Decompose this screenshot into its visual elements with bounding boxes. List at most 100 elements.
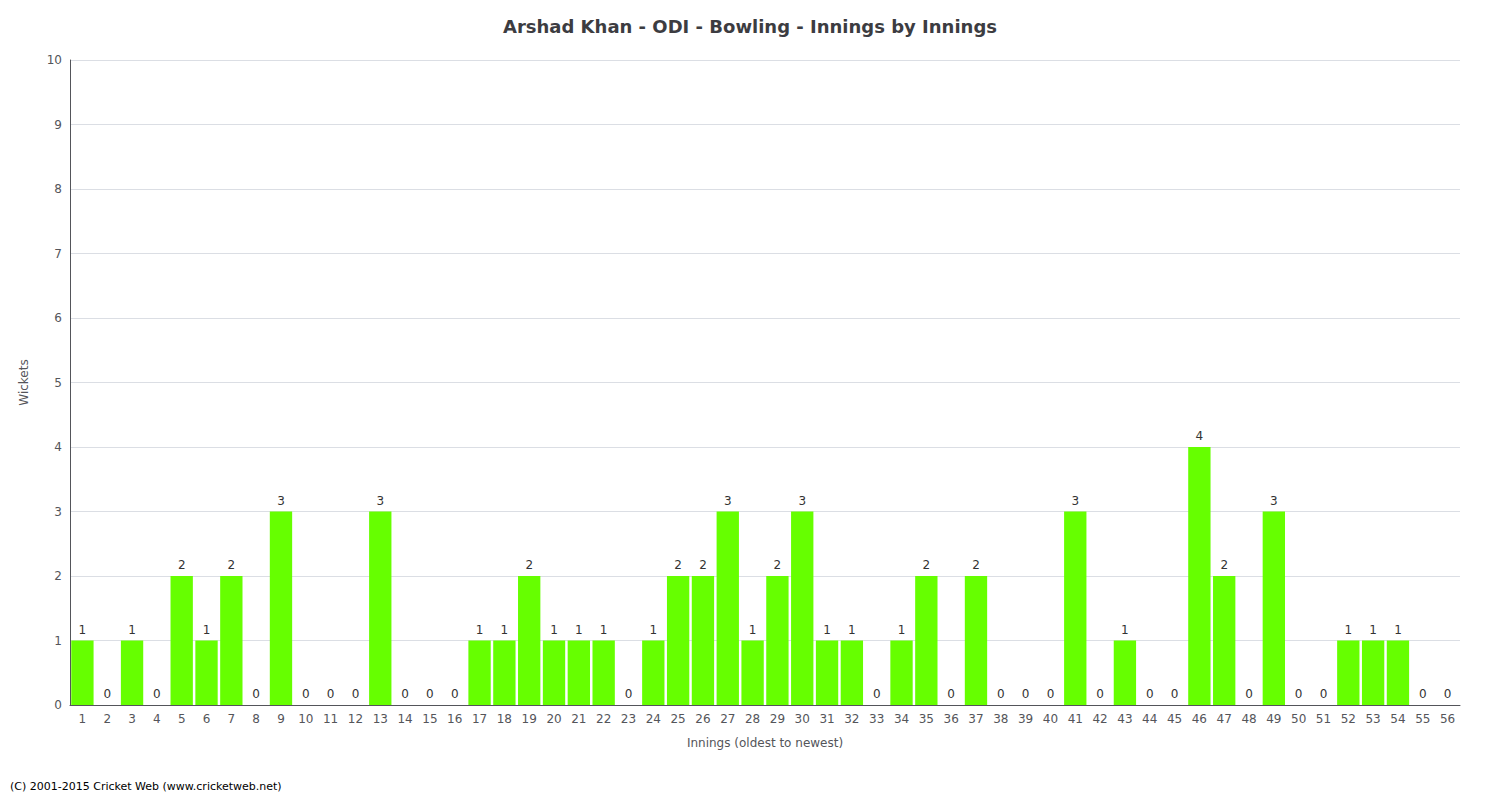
svg-text:4: 4 [1196, 429, 1204, 443]
svg-text:1: 1 [54, 634, 62, 648]
svg-text:30: 30 [795, 712, 810, 726]
svg-text:50: 50 [1291, 712, 1306, 726]
svg-text:2: 2 [228, 558, 236, 572]
svg-text:4: 4 [153, 712, 161, 726]
svg-text:7: 7 [228, 712, 236, 726]
svg-text:2: 2 [972, 558, 980, 572]
svg-text:1: 1 [749, 623, 757, 637]
svg-text:31: 31 [819, 712, 834, 726]
svg-text:14: 14 [397, 712, 412, 726]
svg-text:0: 0 [327, 687, 335, 701]
svg-text:0: 0 [1444, 687, 1452, 701]
svg-text:9: 9 [54, 118, 62, 132]
svg-text:46: 46 [1192, 712, 1207, 726]
svg-text:18: 18 [497, 712, 512, 726]
svg-text:27: 27 [720, 712, 735, 726]
svg-text:2: 2 [923, 558, 931, 572]
svg-text:1: 1 [79, 623, 87, 637]
svg-text:1: 1 [848, 623, 856, 637]
svg-text:1: 1 [1121, 623, 1129, 637]
svg-text:17: 17 [472, 712, 487, 726]
svg-text:47: 47 [1217, 712, 1232, 726]
svg-text:48: 48 [1241, 712, 1256, 726]
svg-text:32: 32 [844, 712, 859, 726]
svg-text:2: 2 [178, 558, 186, 572]
svg-text:52: 52 [1341, 712, 1356, 726]
svg-text:33: 33 [869, 712, 884, 726]
svg-text:0: 0 [1146, 687, 1154, 701]
svg-text:1: 1 [550, 623, 558, 637]
svg-text:3: 3 [376, 494, 384, 508]
svg-text:0: 0 [1295, 687, 1303, 701]
svg-text:0: 0 [1245, 687, 1253, 701]
svg-text:0: 0 [1320, 687, 1328, 701]
svg-text:1: 1 [1394, 623, 1402, 637]
svg-text:0: 0 [1047, 687, 1055, 701]
svg-text:0: 0 [625, 687, 633, 701]
svg-text:1: 1 [203, 623, 211, 637]
svg-text:1: 1 [1344, 623, 1352, 637]
svg-text:0: 0 [252, 687, 260, 701]
svg-text:44: 44 [1142, 712, 1157, 726]
svg-text:4: 4 [54, 440, 62, 454]
svg-text:45: 45 [1167, 712, 1182, 726]
svg-text:22: 22 [596, 712, 611, 726]
svg-text:Arshad Khan - ODI - Bowling -: Arshad Khan - ODI - Bowling - Innings by… [503, 16, 997, 37]
svg-text:49: 49 [1266, 712, 1281, 726]
svg-text:1: 1 [823, 623, 831, 637]
svg-text:6: 6 [203, 712, 211, 726]
svg-text:0: 0 [873, 687, 881, 701]
svg-text:0: 0 [1419, 687, 1427, 701]
svg-text:(C) 2001-2015 Cricket Web (www: (C) 2001-2015 Cricket Web (www.cricketwe… [10, 780, 282, 793]
svg-text:3: 3 [798, 494, 806, 508]
svg-text:3: 3 [54, 505, 62, 519]
svg-text:0: 0 [1171, 687, 1179, 701]
svg-text:10: 10 [47, 53, 62, 67]
svg-text:23: 23 [621, 712, 636, 726]
svg-text:7: 7 [54, 247, 62, 261]
svg-text:13: 13 [373, 712, 388, 726]
svg-text:2: 2 [525, 558, 533, 572]
svg-text:54: 54 [1390, 712, 1405, 726]
svg-text:1: 1 [600, 623, 608, 637]
svg-text:0: 0 [947, 687, 955, 701]
svg-text:21: 21 [571, 712, 586, 726]
svg-text:8: 8 [54, 182, 62, 196]
svg-text:1: 1 [1369, 623, 1377, 637]
svg-text:2: 2 [103, 712, 111, 726]
svg-text:51: 51 [1316, 712, 1331, 726]
svg-text:3: 3 [128, 712, 136, 726]
svg-text:25: 25 [670, 712, 685, 726]
svg-text:37: 37 [968, 712, 983, 726]
svg-text:56: 56 [1440, 712, 1455, 726]
svg-text:19: 19 [522, 712, 537, 726]
svg-text:8: 8 [252, 712, 260, 726]
svg-text:20: 20 [546, 712, 561, 726]
svg-text:5: 5 [178, 712, 186, 726]
svg-text:0: 0 [401, 687, 409, 701]
svg-text:35: 35 [919, 712, 934, 726]
svg-text:1: 1 [501, 623, 509, 637]
svg-text:3: 3 [1270, 494, 1278, 508]
svg-text:0: 0 [103, 687, 111, 701]
svg-text:1: 1 [476, 623, 484, 637]
svg-text:9: 9 [277, 712, 285, 726]
svg-text:1: 1 [128, 623, 136, 637]
svg-text:0: 0 [153, 687, 161, 701]
svg-text:0: 0 [426, 687, 434, 701]
svg-text:16: 16 [447, 712, 462, 726]
svg-text:34: 34 [894, 712, 909, 726]
svg-text:15: 15 [422, 712, 437, 726]
svg-text:1: 1 [649, 623, 657, 637]
svg-text:3: 3 [1071, 494, 1079, 508]
svg-text:38: 38 [993, 712, 1008, 726]
svg-text:12: 12 [348, 712, 363, 726]
svg-text:55: 55 [1415, 712, 1430, 726]
svg-text:3: 3 [277, 494, 285, 508]
svg-text:Wickets: Wickets [17, 359, 31, 405]
svg-text:0: 0 [1022, 687, 1030, 701]
svg-text:26: 26 [695, 712, 710, 726]
svg-text:42: 42 [1092, 712, 1107, 726]
svg-text:1: 1 [575, 623, 583, 637]
svg-text:41: 41 [1068, 712, 1083, 726]
